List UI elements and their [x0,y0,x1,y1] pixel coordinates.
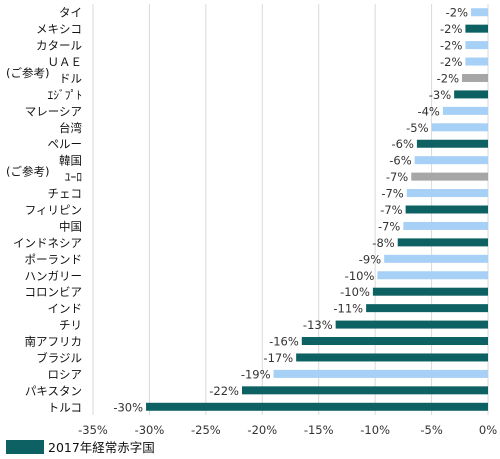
category-label: 台湾 [59,121,82,135]
data-label: -22% [209,384,239,398]
data-label: -30% [113,400,143,414]
bar [397,238,488,247]
bar [454,90,488,99]
data-label: -7% [386,170,408,184]
category-label: ﾕｰﾛ [65,170,82,184]
category-label: 中国 [59,219,82,233]
bar [465,57,488,66]
x-tick-label: -5% [420,423,442,437]
legend-label: 2017年経常赤字国 [48,440,155,455]
data-label: -8% [372,236,394,250]
category-label: メキシコ [36,22,82,36]
bars [146,8,489,411]
data-label: -2% [437,71,459,85]
bar [241,386,488,395]
legend-swatch [6,439,44,454]
data-label: -7% [381,187,403,201]
gridlines [92,4,489,415]
data-label: -13% [303,318,333,332]
x-tick-label: -15% [304,423,334,437]
data-label: -2% [446,6,468,20]
category-label: カタール [36,39,82,53]
data-label: -10% [345,269,375,283]
bar [411,172,488,181]
data-label: -7% [380,203,402,217]
category-label: ＵＡＥ [48,55,83,69]
data-label: -3% [429,88,451,102]
bar [405,205,488,214]
bar [366,304,488,313]
data-label: -2% [440,22,462,36]
category-label: 南アフリカ [25,335,83,349]
category-label: コロンビア [25,285,83,299]
data-label: -6% [391,137,413,151]
category-label: フィリピン [25,203,82,217]
data-label: -2% [440,39,462,53]
bar [377,271,488,280]
bar [384,254,488,263]
legend: 2017年経常赤字国 [6,437,155,456]
group-note: (ご参考) [6,66,49,80]
category-label: ｴｼﾞﾌﾟﾄ [48,88,83,102]
bar [462,73,488,82]
data-label: -10% [340,285,370,299]
category-label: ドル [59,71,82,85]
bar [414,156,488,165]
bar [403,221,488,230]
x-tick-label: 0% [479,423,497,437]
category-label: マレーシア [25,104,82,118]
category-label: チェコ [48,187,83,201]
bar [416,139,488,148]
bar [335,320,488,329]
data-label: -17% [263,351,293,365]
bar [465,41,488,50]
data-label: -11% [333,302,363,316]
bar [431,123,488,132]
x-tick-label: -30% [135,423,165,437]
data-label: -2% [440,55,462,69]
bar [372,287,488,296]
category-label: 韓国 [59,154,82,168]
data-label: -19% [241,367,271,381]
bar [146,402,489,411]
data-label: -16% [269,335,299,349]
group-note: (ご参考) [6,165,49,179]
bar [471,8,488,17]
category-label: インド [48,302,83,316]
x-tick-label: -10% [360,423,390,437]
category-label: ロシア [48,367,83,381]
data-label: -4% [417,104,439,118]
x-tick-label: -20% [247,423,277,437]
bar [442,106,488,115]
data-label: -6% [389,154,411,168]
data-label: -9% [359,252,381,266]
data-label: -7% [378,219,400,233]
x-tick-label: -25% [191,423,221,437]
bar [273,369,488,378]
x-tick-label: -35% [78,423,108,437]
bar [465,24,488,33]
category-label: ペルー [48,137,83,151]
category-label: トルコ [48,400,82,414]
category-label: ブラジル [36,351,82,365]
category-label: パキスタン [25,384,82,398]
data-label: -5% [406,121,428,135]
category-label: ポーランド [25,252,83,266]
bar [301,337,488,346]
labels: -2% タイ -2% メキシコ -2% カタール -2% ＵＡＥ -2% ドル -3% ｴｼﾞﾌﾟﾄ -… [6,6,468,415]
x-axis: -35% -30% -25% -20% -15% -10% -5% 0% [78,423,497,437]
category-label: チリ [59,318,82,332]
bar [406,189,488,198]
category-label: タイ [59,6,82,20]
category-label: ハンガリー [25,269,83,283]
category-label: インドネシア [13,236,82,250]
bar [296,353,488,362]
